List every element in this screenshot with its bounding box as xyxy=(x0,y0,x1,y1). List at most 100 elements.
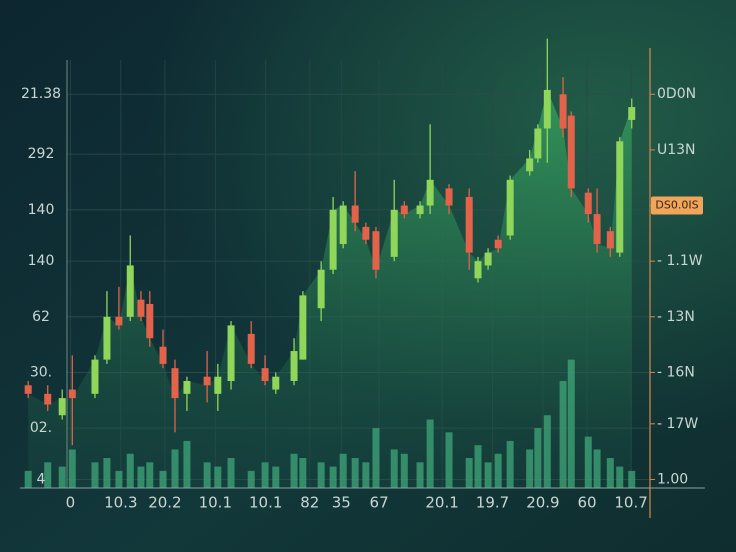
volume-bar xyxy=(584,436,592,488)
volume-bar xyxy=(68,449,76,488)
volume-bar xyxy=(593,449,601,488)
x-tick-label: 60 xyxy=(577,494,596,512)
y-tick-label: 30. xyxy=(30,364,52,380)
volume-bar xyxy=(474,445,482,488)
volume-bar xyxy=(445,432,453,488)
volume-bar xyxy=(506,440,514,488)
x-tick-label: 35 xyxy=(332,494,351,512)
candle-body xyxy=(559,94,567,129)
volume-bar xyxy=(543,415,551,488)
candle-body xyxy=(465,196,473,253)
volume-bar xyxy=(126,453,134,488)
y2-tick-label: 1.00 xyxy=(657,471,688,487)
candle-body xyxy=(584,192,592,215)
y-tick-label: 62 xyxy=(32,309,50,325)
candle-body xyxy=(58,398,66,416)
volume-bar xyxy=(290,453,298,488)
candle-body xyxy=(261,368,269,381)
volume-layer xyxy=(24,359,636,488)
volume-bar xyxy=(58,466,66,488)
volume-bar xyxy=(426,419,434,488)
candle-body xyxy=(606,231,614,249)
price-area xyxy=(28,89,632,489)
x-tick-label: 67 xyxy=(370,494,389,512)
candle-body xyxy=(506,179,514,236)
candle-body xyxy=(616,141,624,253)
y2-tick-label: U13N xyxy=(657,142,696,158)
candle-body xyxy=(362,226,370,240)
y2-highlight xyxy=(651,196,703,215)
volume-bar xyxy=(171,449,179,488)
candle-body xyxy=(126,265,134,317)
volume-bar xyxy=(103,458,111,488)
y-tick-label: 140 xyxy=(28,202,55,218)
volume-bar xyxy=(484,462,492,488)
volume-bar xyxy=(317,462,325,488)
candle-body xyxy=(526,158,534,172)
candle-body xyxy=(290,351,298,381)
x-tick-label: 82 xyxy=(300,494,319,512)
y-tick-label: 140 xyxy=(28,253,55,269)
x-tick-label: 10.7 xyxy=(614,494,647,512)
y2-tick-label: - 13N xyxy=(657,309,695,325)
x-tick-label: 10.3 xyxy=(104,494,137,512)
label-layer: 21.38 292 140 140 62 30. 02. 4 0D0N U13N DS0.0IS - … xyxy=(21,86,703,512)
candle-body xyxy=(567,115,575,189)
volume-bar xyxy=(299,458,307,488)
volume-bar xyxy=(616,466,624,488)
y2-tick-label: - 16N xyxy=(657,364,695,380)
candle-body xyxy=(137,299,145,317)
y2-tick-label: 0D0N xyxy=(657,86,696,102)
volume-bar xyxy=(559,381,567,488)
candle-body xyxy=(146,303,154,339)
x-tick-label: 0 xyxy=(66,494,76,512)
volume-bar xyxy=(362,462,370,488)
candle-body xyxy=(474,261,482,279)
x-tick-label: 20.9 xyxy=(526,494,559,512)
candle-body xyxy=(159,346,167,364)
volume-bar xyxy=(606,458,614,488)
volume-bar xyxy=(227,458,235,488)
volume-bar xyxy=(494,453,502,488)
y-tick-label: 02. xyxy=(30,420,52,436)
candle-body xyxy=(534,128,542,159)
candle-body xyxy=(494,239,502,249)
candle-body xyxy=(227,325,235,381)
candle-body xyxy=(247,333,255,364)
y-tick-label: 292 xyxy=(28,146,55,162)
candle-body xyxy=(44,393,52,405)
volume-bar xyxy=(351,458,359,488)
candle-body xyxy=(372,231,380,270)
candle-body xyxy=(115,316,123,326)
y2-tick-label: - 1.1W xyxy=(657,253,703,269)
candle-body xyxy=(214,376,222,394)
candle-body xyxy=(203,376,211,386)
y-tick-label: 4 xyxy=(37,471,46,487)
candle-body xyxy=(183,381,191,394)
candle-body xyxy=(543,89,551,129)
volume-bar xyxy=(159,470,167,488)
candle-body xyxy=(24,385,32,394)
volume-bar xyxy=(146,462,154,488)
volume-bar xyxy=(137,466,145,488)
volume-bar xyxy=(526,449,534,488)
y2-tick-label: DS0.0IS xyxy=(655,199,698,212)
y2-tick-label: - 17W xyxy=(657,416,698,432)
volume-bar xyxy=(567,359,575,488)
volume-bar xyxy=(203,462,211,488)
candle-body xyxy=(329,209,337,270)
candle-body xyxy=(593,214,601,245)
volume-bar xyxy=(247,470,255,488)
y-tick-label: 21.38 xyxy=(21,86,61,102)
volume-bar xyxy=(329,466,337,488)
area-layer xyxy=(28,89,632,489)
candle-body xyxy=(91,359,99,394)
volume-bar xyxy=(24,470,32,488)
volume-bar xyxy=(534,428,542,488)
x-tick-label: 20.1 xyxy=(425,494,458,512)
candle-body xyxy=(445,188,453,206)
candle-body xyxy=(68,389,76,399)
candle-body xyxy=(339,205,347,245)
candle-body xyxy=(351,205,359,223)
